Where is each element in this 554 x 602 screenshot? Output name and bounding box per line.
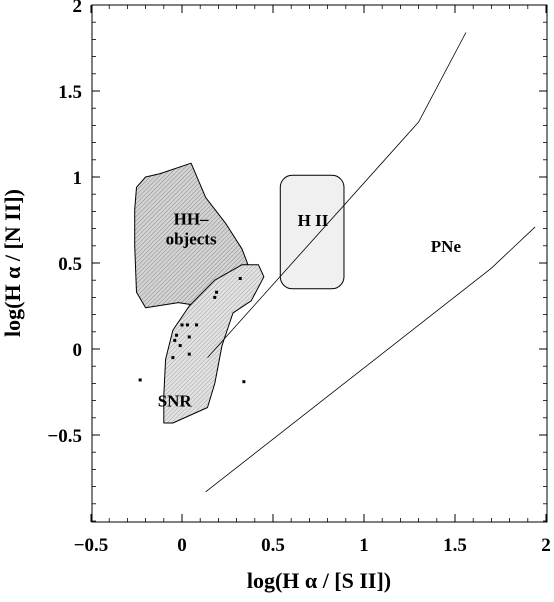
x-tick-label: 0.5	[261, 535, 285, 556]
y-tick-label: −0.5	[47, 426, 82, 447]
y-tick-label: 1.5	[58, 82, 82, 103]
x-axis-title: log(H α / [S II])	[247, 568, 391, 593]
y-tick-label: 0	[73, 340, 83, 361]
regions-layer	[134, 162, 345, 424]
data-point	[138, 378, 142, 382]
data-point	[185, 323, 189, 327]
data-point	[173, 338, 177, 342]
boundary-line-2	[205, 226, 536, 493]
region-label-h-ii: H II	[298, 211, 329, 230]
y-axis-title: log(H α / [N II])	[0, 189, 25, 337]
x-tick-label: 1	[359, 535, 369, 556]
data-point	[195, 323, 199, 327]
x-tick-label: 1.5	[443, 535, 467, 556]
data-point	[242, 380, 246, 384]
region-h-ii	[279, 174, 345, 290]
y-tick-label: 1	[73, 168, 83, 189]
data-point	[180, 323, 184, 327]
data-point	[238, 276, 242, 280]
region-snr	[163, 264, 265, 424]
x-tick-label: −0.5	[74, 535, 109, 556]
region-label-hh-objects: objects	[166, 230, 217, 249]
data-point	[187, 352, 191, 356]
region-labels-layer: HH–objects SNR H II PNe	[158, 210, 462, 411]
y-tick-label: 0.5	[58, 254, 82, 275]
axis-ticks-layer: −0.5 0 0.5 1 1.5 2 −0.5 0 0.5 1 1.5 2	[47, 0, 550, 556]
data-point	[175, 333, 179, 337]
data-point	[187, 335, 191, 339]
region-label-snr: SNR	[158, 392, 193, 411]
data-point	[215, 290, 219, 294]
y-tick-label: 2	[73, 0, 83, 17]
data-points-layer	[138, 276, 246, 384]
data-point	[213, 295, 217, 299]
data-point	[171, 356, 175, 360]
annotation-pne: PNe	[431, 237, 462, 256]
region-label-hh-objects: HH–	[174, 210, 209, 229]
data-point	[178, 344, 182, 348]
x-tick-label: 2	[541, 535, 551, 556]
boundary-line-1	[207, 32, 467, 358]
boundary-lines-layer	[205, 32, 536, 493]
x-tick-label: 0	[177, 535, 187, 556]
